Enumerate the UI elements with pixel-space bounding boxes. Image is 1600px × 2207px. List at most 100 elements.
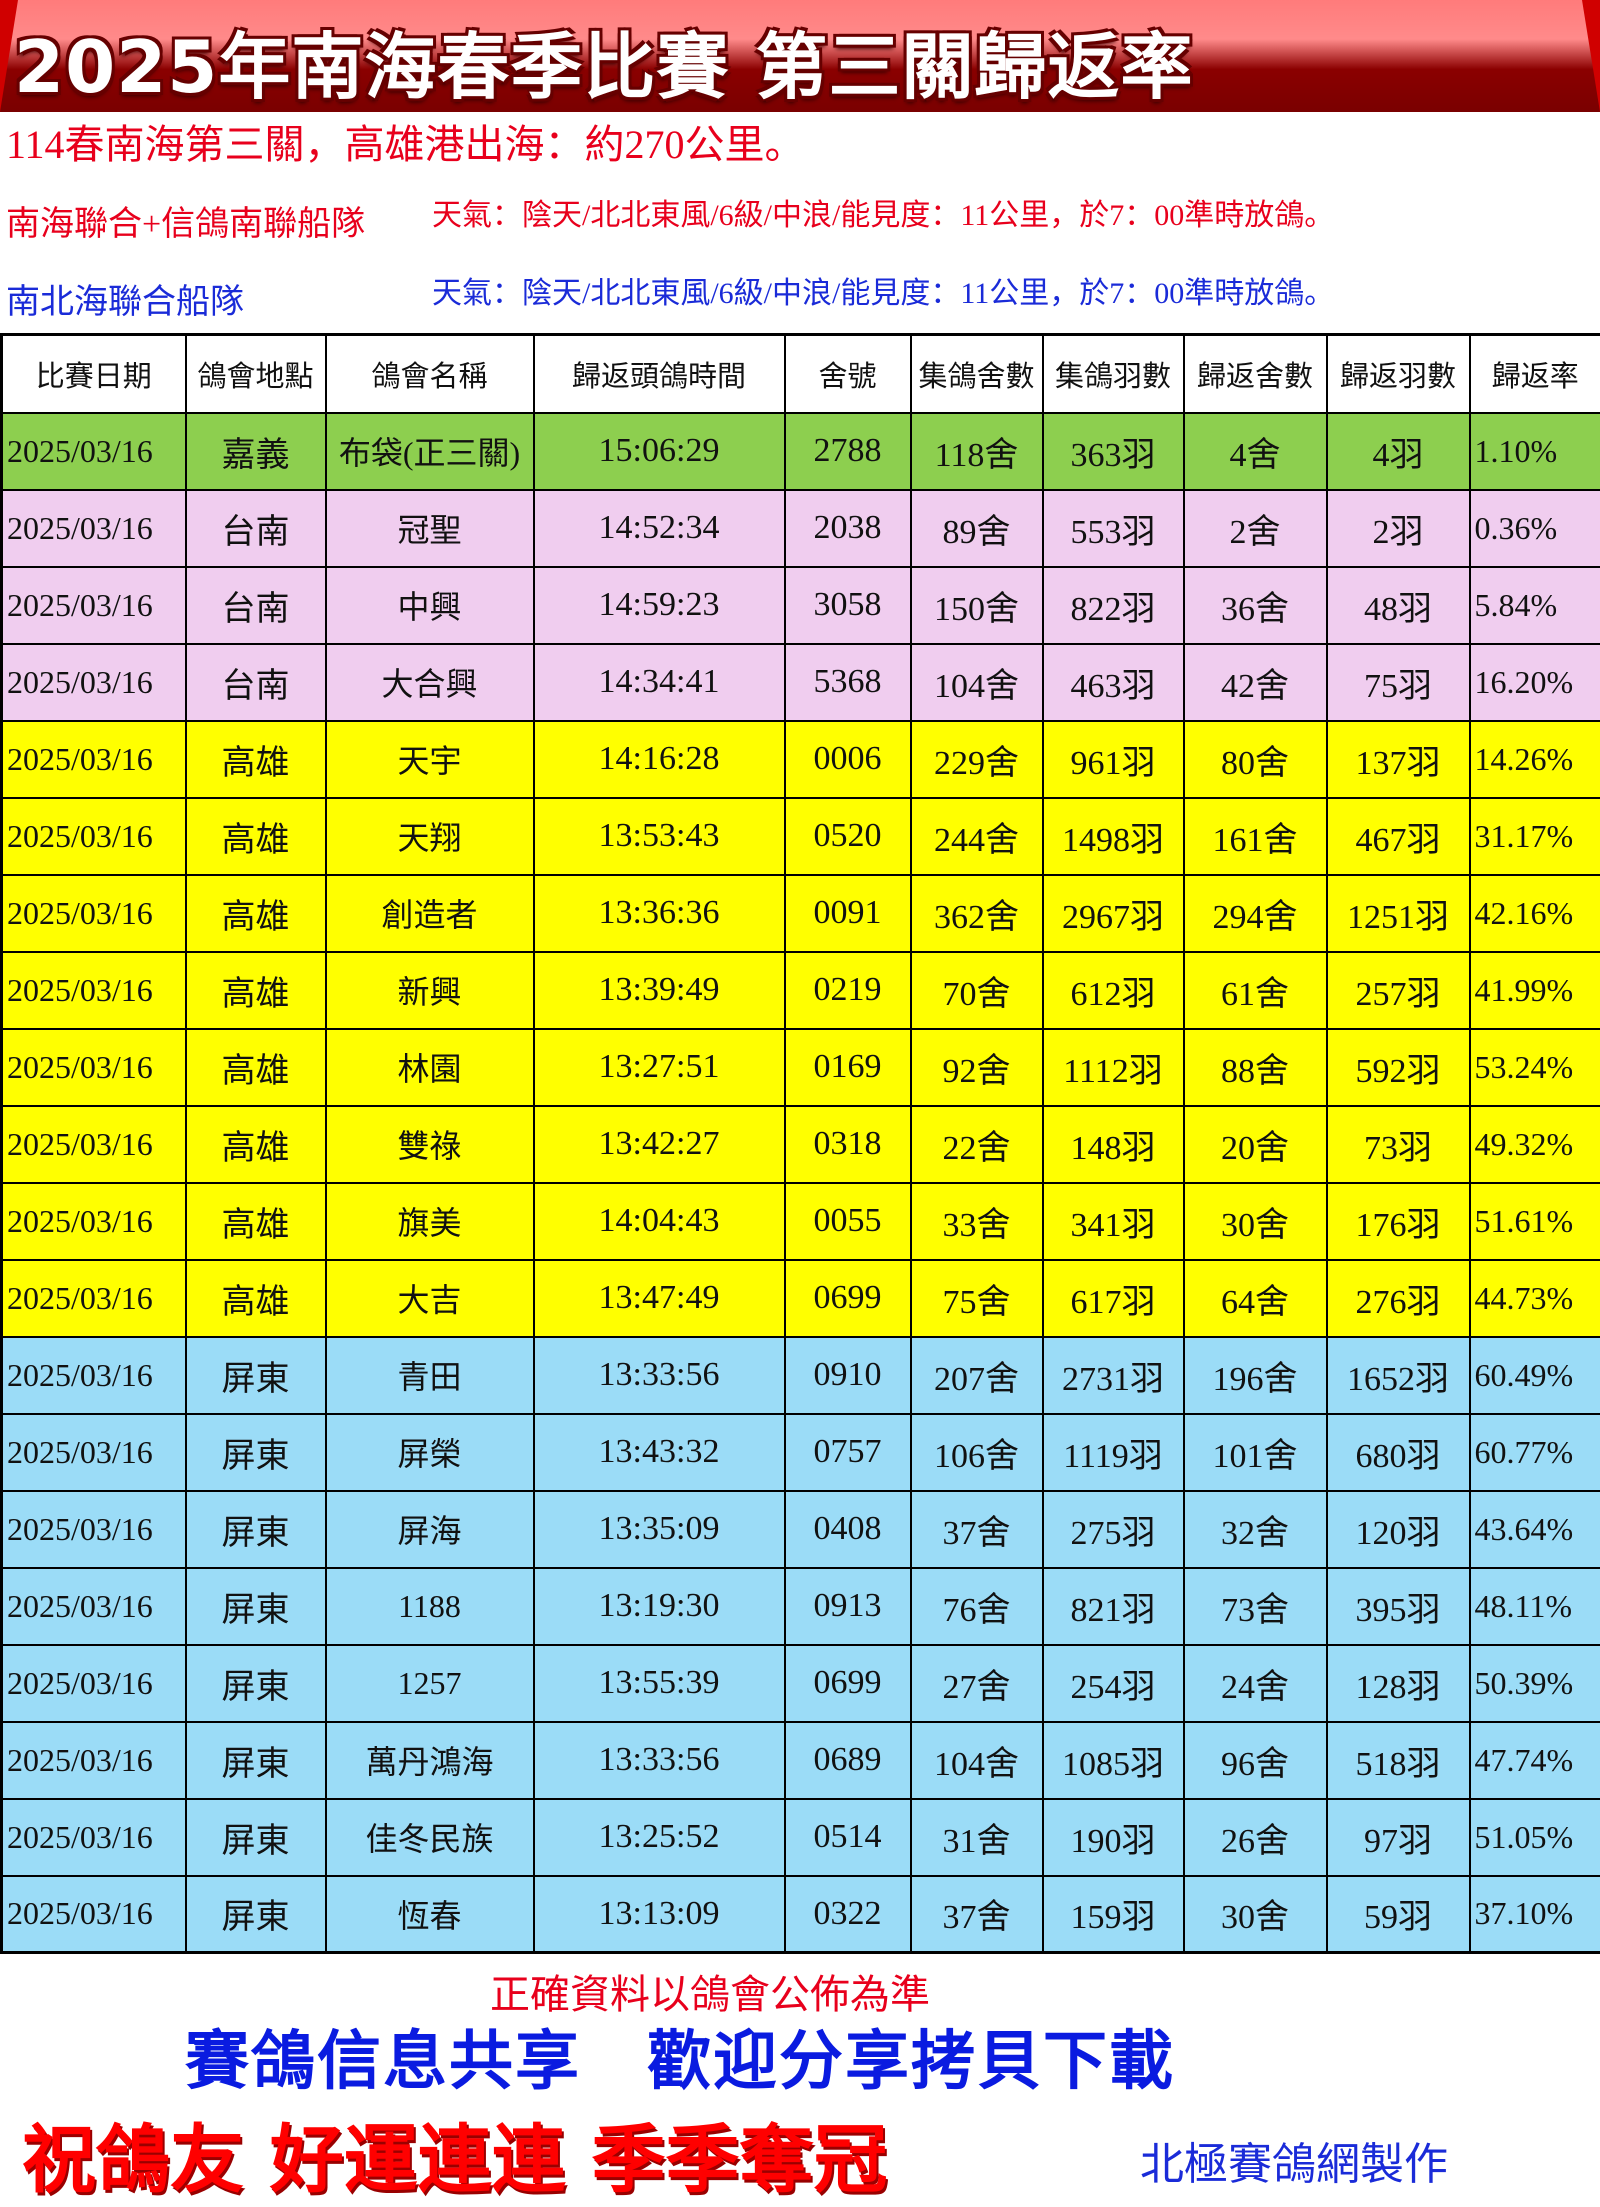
table-cell: 13:43:32 (534, 1414, 785, 1491)
table-cell: 1251羽 (1327, 875, 1470, 952)
table-cell: 3058 (785, 567, 911, 644)
table-cell: 43.64% (1470, 1491, 1600, 1568)
table-cell: 680羽 (1327, 1414, 1470, 1491)
table-cell: 161舍 (1184, 798, 1327, 875)
race-distance: 114春南海第三關，高雄港出海：約270公里。 (6, 112, 805, 170)
table-cell: 137羽 (1327, 721, 1470, 798)
table-cell: 屏東 (186, 1568, 326, 1645)
table-cell: 101舍 (1184, 1414, 1327, 1491)
table-cell: 5.84% (1470, 567, 1600, 644)
table-cell: 363羽 (1043, 413, 1184, 490)
table-cell: 1257 (326, 1645, 534, 1722)
table-cell: 48羽 (1327, 567, 1470, 644)
table-cell: 961羽 (1043, 721, 1184, 798)
table-cell: 61舍 (1184, 952, 1327, 1029)
table-cell: 0699 (785, 1260, 911, 1337)
table-cell: 51.05% (1470, 1799, 1600, 1876)
table-cell: 92舍 (911, 1029, 1043, 1106)
column-header: 歸返舍數 (1184, 335, 1327, 413)
table-cell: 50.39% (1470, 1645, 1600, 1722)
table-cell: 14:59:23 (534, 567, 785, 644)
table-cell: 新興 (326, 952, 534, 1029)
team2-weather: 天氣：陰天/北北東風/6級/中浪/能見度：11公里，於7：00準時放鴿。 (432, 274, 1334, 314)
table-cell: 雙祿 (326, 1106, 534, 1183)
table-cell: 1.10% (1470, 413, 1600, 490)
table-cell: 128羽 (1327, 1645, 1470, 1722)
table-cell: 60.49% (1470, 1337, 1600, 1414)
table-cell: 台南 (186, 490, 326, 567)
table-cell: 2731羽 (1043, 1337, 1184, 1414)
table-cell: 48.11% (1470, 1568, 1600, 1645)
table-cell: 2025/03/16 (2, 413, 186, 490)
team2-name: 南北海聯合船隊 (6, 284, 244, 321)
table-cell: 2025/03/16 (2, 1029, 186, 1106)
table-cell: 592羽 (1327, 1029, 1470, 1106)
table-cell: 20舍 (1184, 1106, 1327, 1183)
table-cell: 1085羽 (1043, 1722, 1184, 1799)
column-header: 歸返率 (1470, 335, 1600, 413)
table-cell: 75舍 (911, 1260, 1043, 1337)
table-cell: 13:55:39 (534, 1645, 785, 1722)
table-cell: 0699 (785, 1645, 911, 1722)
table-cell: 屏東 (186, 1645, 326, 1722)
table-cell: 2025/03/16 (2, 1491, 186, 1568)
column-header: 比賽日期 (2, 335, 186, 413)
table-cell: 旗美 (326, 1183, 534, 1260)
table-header: 比賽日期鴿會地點鴿會名稱歸返頭鴿時間舍號集鴿舍數集鴿羽數歸返舍數歸返羽數歸返率 (2, 335, 1600, 413)
table-cell: 2025/03/16 (2, 644, 186, 721)
table-cell: 天宇 (326, 721, 534, 798)
table-cell: 70舍 (911, 952, 1043, 1029)
table-cell: 冠聖 (326, 490, 534, 567)
table-cell: 2967羽 (1043, 875, 1184, 952)
table-cell: 104舍 (911, 644, 1043, 721)
table-cell: 2025/03/16 (2, 1414, 186, 1491)
table-cell: 0091 (785, 875, 911, 952)
table-cell: 5368 (785, 644, 911, 721)
table-cell: 16.20% (1470, 644, 1600, 721)
table-cell: 2025/03/16 (2, 721, 186, 798)
table-cell: 44.73% (1470, 1260, 1600, 1337)
column-header: 集鴿舍數 (911, 335, 1043, 413)
table-cell: 13:19:30 (534, 1568, 785, 1645)
table-cell: 13:36:36 (534, 875, 785, 952)
table-cell: 176羽 (1327, 1183, 1470, 1260)
table-cell: 13:25:52 (534, 1799, 785, 1876)
table-cell: 4羽 (1327, 413, 1470, 490)
table-cell: 1112羽 (1043, 1029, 1184, 1106)
table-cell: 64舍 (1184, 1260, 1327, 1337)
table-cell: 73羽 (1327, 1106, 1470, 1183)
table-cell: 屏東 (186, 1876, 326, 1953)
column-header: 鴿會地點 (186, 335, 326, 413)
table-cell: 341羽 (1043, 1183, 1184, 1260)
table-cell: 14:04:43 (534, 1183, 785, 1260)
table-cell: 75羽 (1327, 644, 1470, 721)
table-cell: 屏榮 (326, 1414, 534, 1491)
table-cell: 大合興 (326, 644, 534, 721)
table-cell: 294舍 (1184, 875, 1327, 952)
table-cell: 2舍 (1184, 490, 1327, 567)
table-cell: 22舍 (911, 1106, 1043, 1183)
table-cell: 467羽 (1327, 798, 1470, 875)
table-cell: 青田 (326, 1337, 534, 1414)
table-cell: 150舍 (911, 567, 1043, 644)
table-cell: 2025/03/16 (2, 1183, 186, 1260)
table-cell: 254羽 (1043, 1645, 1184, 1722)
table-cell: 天翔 (326, 798, 534, 875)
table-cell: 395羽 (1327, 1568, 1470, 1645)
table-cell: 林園 (326, 1029, 534, 1106)
table-cell: 612羽 (1043, 952, 1184, 1029)
table-cell: 80舍 (1184, 721, 1327, 798)
table-cell: 73舍 (1184, 1568, 1327, 1645)
table-cell: 13:35:09 (534, 1491, 785, 1568)
table-cell: 1652羽 (1327, 1337, 1470, 1414)
table-cell: 26舍 (1184, 1799, 1327, 1876)
return-rate-table: 比賽日期鴿會地點鴿會名稱歸返頭鴿時間舍號集鴿舍數集鴿羽數歸返舍數歸返羽數歸返率 … (0, 333, 1600, 1954)
table-cell: 0055 (785, 1183, 911, 1260)
